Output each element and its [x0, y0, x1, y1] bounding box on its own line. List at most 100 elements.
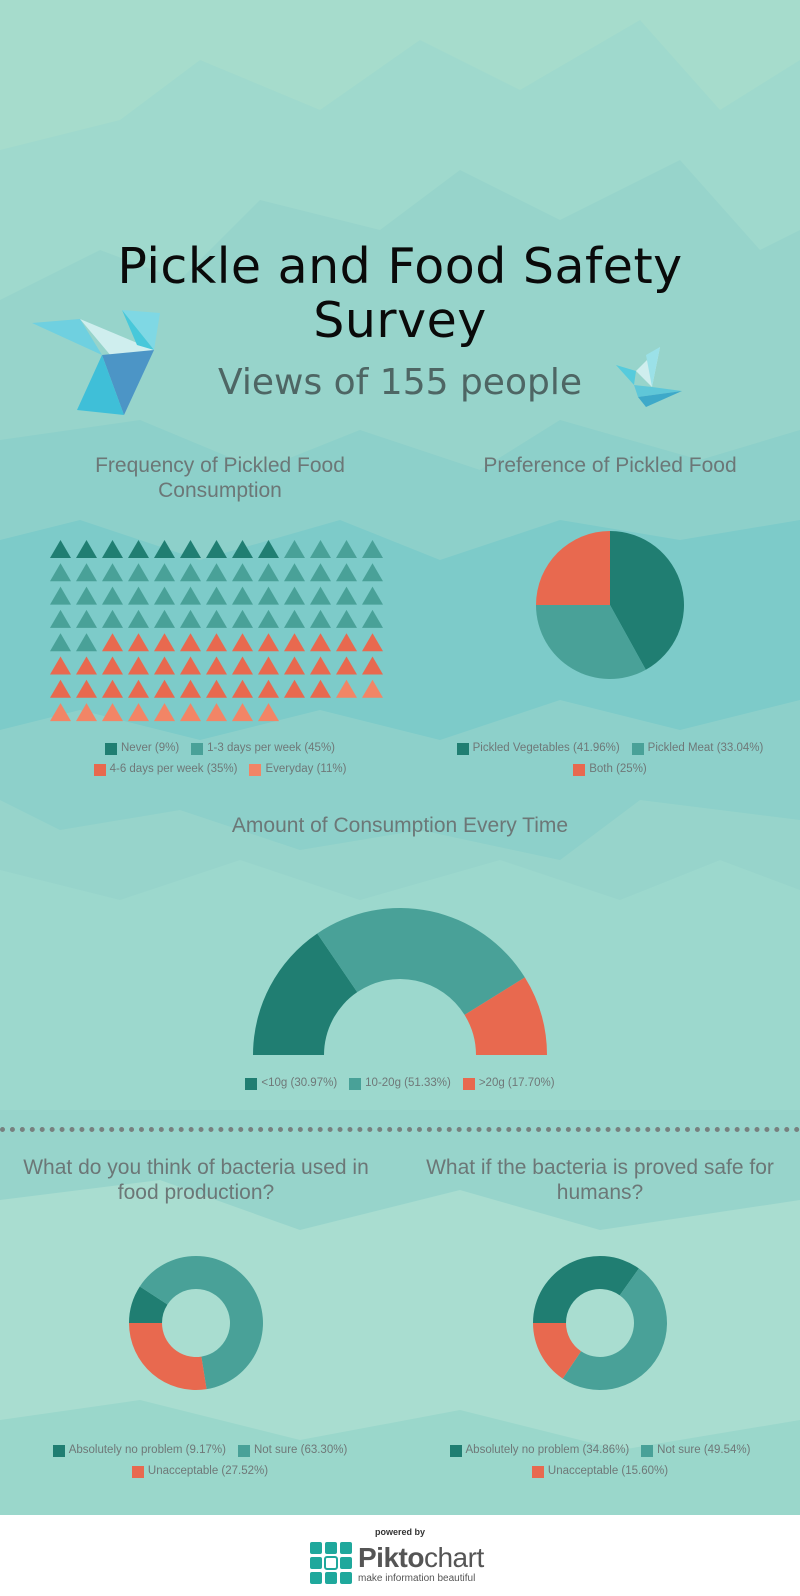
pictograph-triangle: [232, 703, 253, 722]
pictograph-triangle: [128, 586, 149, 605]
pictograph-triangle: [310, 633, 331, 652]
pictograph-triangle: [154, 679, 175, 698]
legend-item: Unacceptable (15.60%): [531, 1464, 668, 1479]
legend-swatch: [237, 1444, 250, 1457]
pictograph-triangle: [258, 586, 279, 605]
amount-chart-title: Amount of Consumption Every Time: [231, 814, 569, 837]
bacteria-safe-donut-chart: [533, 1256, 667, 1390]
frequency-legend: Never (9%) 1-3 days per week (45%) 4-6 day…: [70, 741, 370, 777]
footer: powered by Piktochart make information b…: [0, 1515, 800, 1596]
semi-donut-segment: [317, 908, 525, 1015]
preference-chart-title: Preference of Pickled Food: [483, 454, 737, 477]
pictograph-triangle: [154, 656, 175, 675]
powered-by-label: powered by: [374, 1527, 425, 1537]
pictograph-triangle: [362, 540, 383, 558]
pictograph-triangle: [206, 703, 227, 722]
pictograph-triangle: [206, 609, 227, 628]
pictograph-triangle: [336, 633, 357, 652]
piktochart-tagline: make information beautiful: [358, 1573, 476, 1584]
piktochart-logo-link[interactable]: Piktochart make information beautiful: [310, 1542, 484, 1586]
pictograph-triangle: [336, 609, 357, 628]
pictograph-triangle: [76, 633, 97, 652]
pictograph-triangle: [284, 679, 305, 698]
pictograph-triangle: [154, 703, 175, 722]
pictograph-triangle: [76, 703, 97, 722]
pictograph-triangle: [128, 609, 149, 628]
pictograph-triangle: [258, 679, 279, 698]
legend-swatch: [249, 763, 262, 776]
pictograph-triangle: [128, 633, 149, 652]
pictograph-triangle: [180, 633, 201, 652]
pictograph-triangle: [50, 656, 71, 675]
legend-item: >20g (17.70%): [462, 1076, 555, 1091]
donut-segment: [129, 1323, 207, 1390]
legend-item: Absolutely no problem (34.86%): [449, 1443, 630, 1458]
legend-label: Pickled Vegetables (41.96%): [472, 742, 620, 754]
pictograph-triangle: [128, 679, 149, 698]
legend-item: Not sure (63.30%): [237, 1443, 347, 1458]
preference-legend: Pickled Vegetables (41.96%) Pickled Meat …: [440, 741, 780, 777]
pictograph-triangle: [180, 540, 201, 558]
pictograph-triangle: [102, 679, 123, 698]
pictograph-triangle: [50, 540, 71, 558]
bacteria-opinion-donut-chart: [129, 1256, 263, 1390]
pictograph-triangle: [284, 563, 305, 582]
pictograph-triangle: [102, 540, 123, 558]
semi-donut-segment: [464, 977, 547, 1055]
legend-label: Absolutely no problem (34.86%): [465, 1444, 630, 1456]
pictograph-triangle: [154, 633, 175, 652]
pictograph-triangle: [76, 679, 97, 698]
pictograph-triangle: [154, 540, 175, 558]
pictograph-triangle: [284, 586, 305, 605]
pictograph-triangle: [232, 679, 253, 698]
legend-swatch: [52, 1444, 65, 1457]
donut-segment: [139, 1256, 263, 1390]
pictograph-triangle: [232, 540, 253, 558]
frequency-pictograph: [50, 540, 383, 722]
pictograph-triangle: [180, 563, 201, 582]
pictograph-triangle: [310, 679, 331, 698]
pictograph-triangle: [284, 609, 305, 628]
legend-item: Not sure (49.54%): [641, 1443, 750, 1458]
pictograph-triangle: [310, 609, 331, 628]
legend-swatch: [641, 1444, 654, 1457]
pictograph-triangle: [206, 540, 227, 558]
legend-label: 1-3 days per week (45%): [207, 742, 335, 754]
pictograph-triangle: [128, 703, 149, 722]
pictograph-triangle: [180, 703, 201, 722]
legend-item: Unacceptable (27.52%): [131, 1464, 268, 1479]
background-shapes: [0, 160, 800, 1515]
legend-item: 10-20g (51.33%): [349, 1076, 451, 1091]
legend-label: >20g (17.70%): [478, 1077, 555, 1089]
pictograph-triangle: [128, 656, 149, 675]
pictograph-triangle: [310, 563, 331, 582]
legend-item: Absolutely no problem (9.17%): [52, 1443, 226, 1458]
legend-item: <10g (30.97%): [245, 1076, 337, 1091]
legend-item: Never (9%): [105, 741, 179, 756]
pictograph-triangle: [102, 656, 123, 675]
legend-item: Both (25%): [573, 762, 647, 777]
title-line-1: Pickle and Food Safety: [117, 238, 683, 295]
pictograph-triangle: [50, 703, 71, 722]
origami-bird-left-icon: [32, 310, 160, 415]
pictograph-triangle: [180, 679, 201, 698]
pictograph-triangle: [206, 586, 227, 605]
legend-swatch: [573, 763, 586, 776]
pictograph-triangle: [336, 656, 357, 675]
pictograph-triangle: [128, 540, 149, 558]
bacteria-opinion-legend: Absolutely no problem (9.17%) Not sure (6…: [20, 1443, 380, 1479]
pictograph-triangle: [76, 563, 97, 582]
pictograph-triangle: [180, 656, 201, 675]
pictograph-triangle: [232, 633, 253, 652]
pictograph-triangle: [206, 656, 227, 675]
pictograph-triangle: [102, 633, 123, 652]
legend-label: Both (25%): [589, 763, 647, 775]
legend-swatch: [462, 1077, 475, 1090]
bacteria-safe-chart-title: What if the bacteria is proved safe for …: [426, 1156, 774, 1204]
pictograph-triangle: [102, 609, 123, 628]
pictograph-triangle: [362, 679, 383, 698]
pie-slice: [610, 531, 684, 670]
pictograph-triangle: [258, 540, 279, 558]
legend-item: Pickled Vegetables (41.96%): [456, 741, 620, 756]
page-subtitle: Views of 155 people: [218, 362, 582, 403]
